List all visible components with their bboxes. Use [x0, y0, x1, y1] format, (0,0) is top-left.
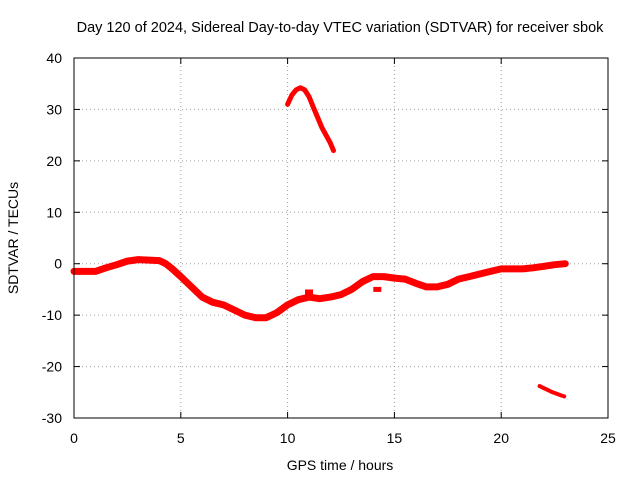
- data-point: [328, 295, 333, 299]
- y-tick-label: -10: [42, 307, 62, 323]
- data-point: [349, 287, 354, 292]
- data-point: [307, 94, 311, 99]
- y-tick-label: -30: [42, 410, 62, 426]
- data-point: [381, 274, 386, 279]
- data-point: [317, 296, 322, 301]
- chart-title: Day 120 of 2024, Sidereal Day-to-day VTE…: [77, 20, 605, 36]
- data-point: [456, 277, 461, 281]
- data-point: [424, 285, 429, 289]
- data-point: [478, 272, 482, 276]
- x-tick-label: 25: [600, 430, 616, 446]
- y-tick-label: -20: [42, 359, 62, 375]
- data-point: [296, 297, 301, 302]
- x-tick-label: 10: [280, 430, 296, 446]
- data-point: [221, 303, 226, 307]
- y-tick-label: 40: [46, 50, 62, 66]
- data-point: [562, 394, 566, 399]
- data-point: [360, 279, 365, 284]
- data-point: [392, 276, 397, 280]
- data-point: [435, 285, 439, 289]
- data-point: [537, 384, 542, 388]
- data-point: [510, 267, 514, 271]
- data-point: [290, 93, 294, 97]
- data-point: [294, 88, 298, 92]
- data-point: [315, 115, 320, 119]
- data-point: [264, 315, 269, 320]
- plot-frame: [73, 57, 609, 419]
- data-point: [331, 148, 336, 153]
- data-point: [531, 266, 535, 270]
- data-point: [125, 259, 130, 263]
- data-point: [164, 261, 168, 266]
- axis-ticks: 0 5 10 15 20 25 -30 -20 -10 0 10 20 30 40: [42, 50, 616, 446]
- data-point: [243, 313, 247, 317]
- data-blip: [373, 286, 382, 292]
- x-tick-label: 5: [177, 430, 185, 446]
- y-tick-label: 30: [46, 101, 62, 117]
- data-point: [371, 274, 375, 279]
- data-point: [179, 274, 183, 279]
- data-point: [328, 141, 333, 145]
- series-main-band: [70, 256, 569, 322]
- x-tick-label: 15: [387, 430, 403, 446]
- data-point: [488, 269, 493, 274]
- data-point: [559, 393, 563, 398]
- data-point: [147, 258, 151, 262]
- x-tick-label: 20: [493, 430, 509, 446]
- data-point: [339, 292, 343, 297]
- data-point: [170, 267, 175, 271]
- data-point: [499, 267, 504, 271]
- data-point: [114, 262, 119, 267]
- plot-area: [70, 85, 569, 399]
- y-axis-label: SDTVAR / TECUs: [5, 182, 21, 294]
- data-point: [285, 303, 290, 307]
- data-point: [324, 133, 328, 137]
- data-point: [520, 267, 525, 271]
- data-point: [311, 105, 316, 109]
- data-point: [82, 269, 87, 274]
- data-blip: [305, 289, 313, 295]
- data-point: [546, 388, 550, 393]
- data-point: [232, 308, 236, 312]
- data-point: [414, 281, 418, 286]
- data-point: [320, 125, 324, 130]
- data-point: [253, 315, 258, 320]
- data-point: [298, 86, 303, 90]
- data-point: [403, 277, 407, 281]
- y-tick-label: 20: [46, 153, 62, 169]
- x-tick-label: 0: [70, 430, 78, 446]
- x-axis-label: GPS time / hours: [287, 457, 394, 473]
- y-tick-label: 10: [46, 204, 62, 220]
- data-point: [563, 261, 568, 266]
- data-point: [554, 392, 559, 396]
- data-point: [93, 269, 98, 274]
- data-point: [136, 257, 140, 262]
- data-point: [275, 310, 279, 315]
- data-point: [467, 274, 472, 279]
- data-point: [302, 88, 307, 92]
- grid: [74, 58, 608, 418]
- data-point: [542, 264, 546, 269]
- data-point: [104, 266, 108, 270]
- data-point: [285, 102, 290, 107]
- data-point: [307, 295, 311, 299]
- data-point: [550, 390, 555, 395]
- data-point: [211, 300, 215, 305]
- data-point: [542, 386, 546, 391]
- data-point: [157, 258, 162, 263]
- data-point: [189, 285, 194, 289]
- data-point: [446, 282, 450, 287]
- data-point: [552, 262, 557, 267]
- y-tick-label: 0: [54, 256, 62, 272]
- data-point: [200, 295, 204, 299]
